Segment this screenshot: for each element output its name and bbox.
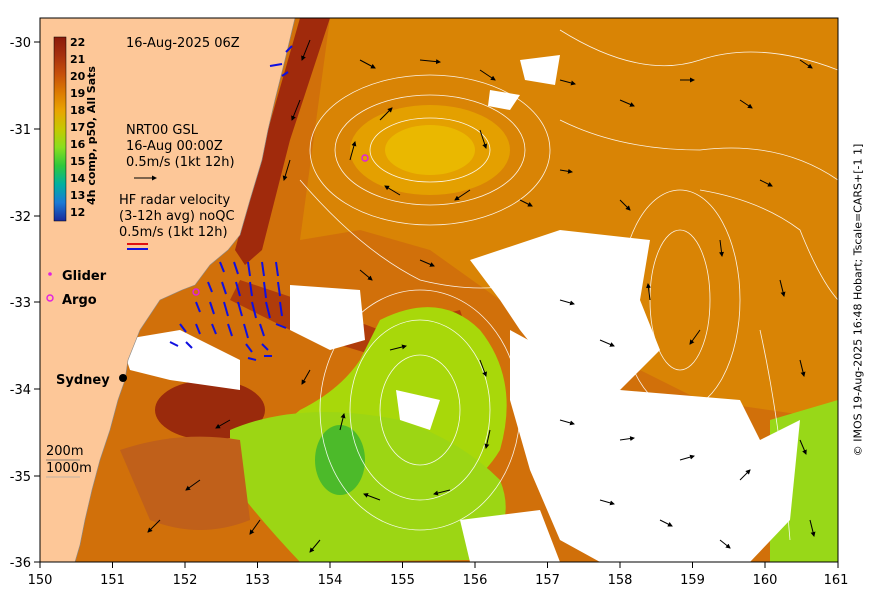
glider-symbol — [48, 272, 52, 276]
colorbar-title: 4h comp, p50, All Sats — [85, 66, 98, 205]
current-vectors — [147, 39, 816, 553]
y-tick-label: -33 — [10, 296, 31, 311]
x-tick-label: 160 — [753, 573, 778, 588]
colorbar-label: 22 — [70, 36, 85, 49]
cool-water-south — [230, 412, 506, 562]
colorbar-label: 18 — [70, 104, 85, 117]
x-tick-label: 151 — [100, 573, 125, 588]
x-tick-label: 150 — [28, 573, 53, 588]
sst-shelf-south — [120, 436, 250, 530]
platform-legend: Glider Argo Sydney — [46, 269, 110, 388]
land-nsw — [40, 18, 296, 562]
colorbar-ramp — [53, 36, 67, 222]
eac-jet — [235, 18, 330, 265]
x-tick-label: 159 — [680, 573, 705, 588]
isobath-200-label: 200m — [46, 444, 83, 459]
colorbar-label: 14 — [70, 172, 86, 185]
colorbar-label: 15 — [70, 155, 85, 168]
argo-label: Argo — [62, 293, 97, 308]
warm-eddy-center — [385, 125, 475, 175]
warm-patch-sydney — [155, 380, 265, 440]
colorbar-label: 19 — [70, 87, 85, 100]
isobath-legend: 200m 1000m — [46, 444, 92, 478]
argo-float-marker[interactable] — [361, 154, 369, 162]
x-tick-label: 155 — [390, 573, 415, 588]
colorbar-label: 13 — [70, 189, 85, 202]
x-tick-label: 153 — [245, 573, 270, 588]
radar-title: HF radar velocity — [119, 193, 231, 208]
x-tick-label: 161 — [824, 573, 849, 588]
y-tick-label: -35 — [10, 470, 31, 485]
colorbar-label: 20 — [70, 70, 86, 83]
y-tick-label: -34 — [10, 383, 31, 398]
x-tick-label: 154 — [318, 573, 343, 588]
isobath-1000-label: 1000m — [46, 461, 92, 476]
hf-radar-vectors — [169, 45, 293, 361]
x-tick-label: 152 — [173, 573, 198, 588]
map-plot-area — [40, 18, 838, 562]
radar-legend: HF radar velocity (3-12h avg) noQC 0.5m/… — [119, 193, 235, 250]
current-scale-label: 0.5m/s (1kt 12h) — [126, 155, 235, 170]
colorbar: 22 21 20 19 18 17 16 15 14 13 12 4h comp… — [53, 36, 98, 222]
y-tick-label: -36 — [10, 556, 31, 571]
sydney-label: Sydney — [56, 373, 110, 388]
colorbar-label: 12 — [70, 206, 85, 219]
y-tick-label: -31 — [10, 123, 31, 138]
y-tick-label: -32 — [10, 210, 31, 225]
credit-text: © IMOS 19-Aug-2025 16:48 Hobart; Tscale=… — [851, 143, 865, 457]
plot-frame — [39, 17, 839, 563]
y-tick-label: -30 — [10, 36, 31, 51]
x-tick-label: 157 — [535, 573, 560, 588]
radar-scale-label: 0.5m/s (1kt 12h) — [119, 225, 228, 240]
current-time-label: 16-Aug 00:00Z — [126, 139, 223, 154]
current-source-label: NRT00 GSL — [126, 123, 199, 138]
glider-label: Glider — [62, 269, 107, 284]
sla-contours — [299, 29, 838, 541]
argo-float-marker[interactable] — [192, 288, 200, 296]
colorbar-label: 16 — [70, 138, 86, 151]
colorbar-label: 21 — [70, 53, 85, 66]
tick-marks — [34, 41, 839, 568]
current-legend: NRT00 GSL 16-Aug 00:00Z 0.5m/s (1kt 12h) — [126, 123, 235, 181]
sydney-marker — [119, 374, 127, 382]
colorbar-label: 17 — [70, 121, 85, 134]
map-date-label: 16-Aug-2025 06Z — [126, 36, 240, 51]
cloud-mask — [120, 55, 800, 562]
cool-core — [315, 425, 365, 495]
x-tick-label: 156 — [463, 573, 488, 588]
radar-subtitle: (3-12h avg) noQC — [119, 209, 235, 224]
argo-symbol — [46, 294, 54, 302]
x-tick-label: 158 — [608, 573, 633, 588]
